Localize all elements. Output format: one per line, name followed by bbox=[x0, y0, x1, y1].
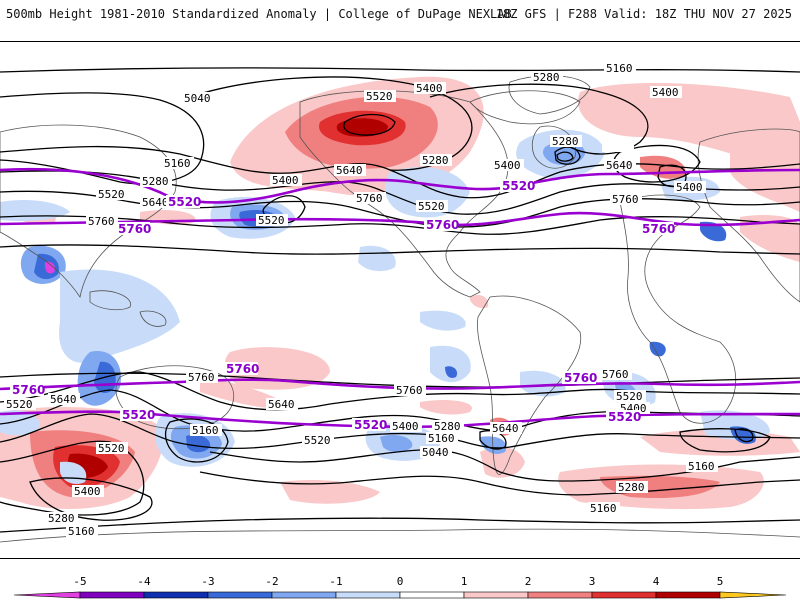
contour-label: 5280 bbox=[552, 135, 579, 148]
colorbar-tick-label: -3 bbox=[201, 575, 214, 588]
contour-label: 5520 bbox=[366, 90, 393, 103]
contour-label: 5280 bbox=[618, 481, 645, 494]
colorbar-bin bbox=[207, 591, 273, 599]
contour-label: 5640 bbox=[336, 164, 363, 177]
contour-label: 5400 bbox=[676, 181, 703, 194]
contour-label: 5760 bbox=[602, 368, 629, 381]
contour-label: 5520 bbox=[6, 398, 33, 411]
contour-label: 5400 bbox=[392, 420, 419, 433]
contour-label: 5760 bbox=[88, 215, 115, 228]
contour-label: 5280 bbox=[434, 420, 461, 433]
contour-label: 5160 bbox=[428, 432, 455, 445]
anomaly-colorbar: -5 -4 -3 -2 -1 0 1 2 3 4 5 bbox=[0, 570, 800, 600]
colorbar-tick-label: -2 bbox=[265, 575, 278, 588]
colorbar-arrow-low bbox=[13, 591, 81, 599]
map-title: 500mb Height 1981-2010 Standardized Anom… bbox=[6, 7, 512, 21]
colorbar-bin bbox=[463, 591, 529, 599]
contour-label: 5760 bbox=[396, 384, 423, 397]
contour-label: 5760 bbox=[188, 371, 215, 384]
purple-label: 5760 bbox=[564, 371, 597, 385]
contour-labels: 5160 5280 5400 5520 5400 5040 5160 5280 … bbox=[4, 62, 718, 538]
colorbar-bar bbox=[13, 591, 787, 599]
contour-label: 5280 bbox=[48, 512, 75, 525]
contour-label: 5640 bbox=[268, 398, 295, 411]
colorbar-tick-label: 5 bbox=[717, 575, 724, 588]
contour-label: 5520 bbox=[98, 442, 125, 455]
colorbar-tick-label: -5 bbox=[73, 575, 86, 588]
purple-label: 5760 bbox=[426, 218, 459, 232]
purple-label: 5520 bbox=[608, 410, 641, 424]
colorbar-bin bbox=[591, 591, 657, 599]
contour-label: 5640 bbox=[142, 196, 169, 209]
contour-label: 5160 bbox=[68, 525, 95, 538]
contour-label: 5400 bbox=[272, 174, 299, 187]
model-run-info: 18Z GFS | F288 Valid: 18Z THU NOV 27 202… bbox=[495, 7, 792, 21]
purple-label: 5520 bbox=[502, 179, 535, 193]
purple-label: 5520 bbox=[168, 195, 201, 209]
contour-label: 5400 bbox=[74, 485, 101, 498]
purple-label: 5760 bbox=[118, 222, 151, 236]
contour-label: 5760 bbox=[356, 192, 383, 205]
purple-label: 5520 bbox=[122, 408, 155, 422]
contour-label: 5400 bbox=[652, 86, 679, 99]
contour-label: 5160 bbox=[590, 502, 617, 515]
contour-label: 5640 bbox=[492, 422, 519, 435]
purple-label: 5760 bbox=[642, 222, 675, 236]
contour-label: 5160 bbox=[606, 62, 633, 75]
contour-label: 5280 bbox=[142, 175, 169, 188]
contour-label: 5280 bbox=[533, 71, 560, 84]
contour-label: 5640 bbox=[606, 159, 633, 172]
contour-label: 5400 bbox=[416, 82, 443, 95]
colorbar-bin bbox=[527, 591, 593, 599]
contour-label: 5760 bbox=[612, 193, 639, 206]
reference-contour-labels: 5520 5760 5520 5760 5760 5760 5760 5760 … bbox=[10, 179, 675, 432]
colorbar-tick-label: 4 bbox=[653, 575, 660, 588]
colorbar-tick-label: 2 bbox=[525, 575, 532, 588]
purple-label: 5520 bbox=[354, 418, 387, 432]
colorbar-tick-label: -1 bbox=[329, 575, 342, 588]
colorbar-tick-label: 1 bbox=[461, 575, 468, 588]
contour-label: 5160 bbox=[688, 460, 715, 473]
header-bar: 500mb Height 1981-2010 Standardized Anom… bbox=[0, 0, 800, 30]
contour-label: 5280 bbox=[422, 154, 449, 167]
colorbar-tick-label: 0 bbox=[397, 575, 404, 588]
colorbar-bin bbox=[655, 591, 721, 599]
contour-label: 5160 bbox=[192, 424, 219, 437]
colorbar-tick-label: 3 bbox=[589, 575, 596, 588]
colorbar-bin bbox=[143, 591, 209, 599]
colorbar-bin bbox=[271, 591, 337, 599]
map-panel: 5160 5280 5400 5520 5400 5040 5160 5280 … bbox=[0, 41, 800, 559]
colorbar-arrow-high bbox=[719, 591, 787, 599]
purple-label: 5760 bbox=[12, 383, 45, 397]
colorbar-svg: -5 -4 -3 -2 -1 0 1 2 3 4 5 bbox=[13, 575, 787, 599]
contour-label: 5040 bbox=[422, 446, 449, 459]
purple-label: 5760 bbox=[226, 362, 259, 376]
colorbar-tick-label: -4 bbox=[137, 575, 151, 588]
contour-label: 5520 bbox=[258, 214, 285, 227]
colorbar-tick-labels: -5 -4 -3 -2 -1 0 1 2 3 4 5 bbox=[73, 575, 723, 588]
contour-label: 5640 bbox=[50, 393, 77, 406]
colorbar-bin bbox=[399, 591, 465, 599]
colorbar-bin bbox=[79, 591, 145, 599]
contour-label: 5040 bbox=[184, 92, 211, 105]
contour-label: 5400 bbox=[494, 159, 521, 172]
contour-label: 5520 bbox=[616, 390, 643, 403]
anomaly-map: 5160 5280 5400 5520 5400 5040 5160 5280 … bbox=[0, 62, 800, 543]
colorbar-bin bbox=[335, 591, 401, 599]
contour-label: 5520 bbox=[418, 200, 445, 213]
contour-label: 5160 bbox=[164, 157, 191, 170]
contour-label: 5520 bbox=[304, 434, 331, 447]
contour-label: 5520 bbox=[98, 188, 125, 201]
height-contours-sh bbox=[0, 371, 800, 533]
